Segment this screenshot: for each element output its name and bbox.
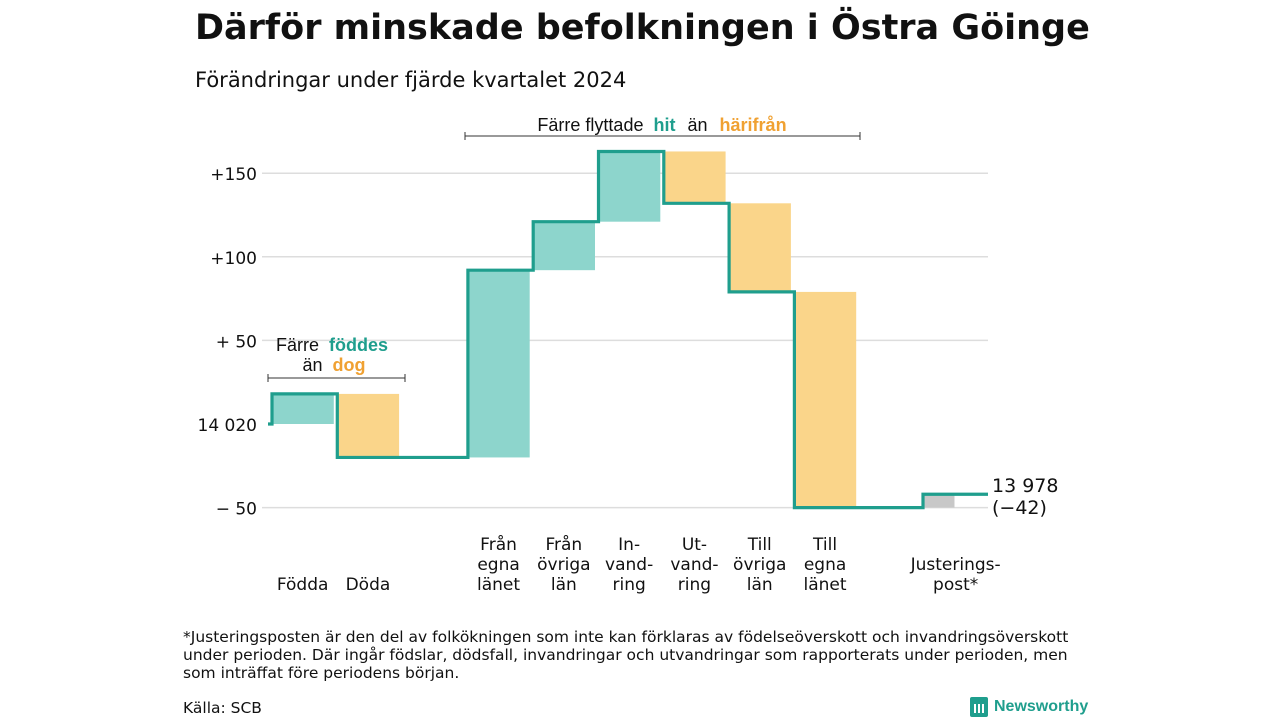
footnote: *Justeringsposten är den del av folkökni…	[183, 628, 1069, 682]
bar-7	[728, 203, 791, 292]
bar-6	[663, 151, 726, 204]
x-tick-label-6-1: vand-	[670, 555, 718, 575]
bars	[271, 151, 955, 508]
x-tick-label-3-0: Från	[480, 534, 517, 555]
newsworthy-logo-icon	[970, 697, 988, 717]
source-label: Källa: SCB	[183, 699, 262, 717]
x-tick-label-10-0: Justerings-	[910, 555, 1001, 575]
bar-4	[532, 221, 595, 271]
x-tick-label-7-2: län	[747, 575, 773, 595]
x-tick-label-5-2: ring	[613, 575, 646, 595]
x-tick-label-4-0: Från	[545, 534, 582, 555]
x-tick-label-6-2: ring	[678, 575, 711, 595]
y-tick-label-2: + 50	[216, 332, 257, 352]
bar-10	[924, 494, 955, 508]
x-tick-label-5-0: In-	[618, 535, 640, 555]
chart-title: Därför minskade befolkningen i Östra Göi…	[195, 8, 1090, 48]
migration-annotation: Färre flyttade hit än härifrån	[464, 115, 861, 140]
brand-name: Newsworthy	[994, 698, 1089, 715]
y-tick-label-4: − 50	[216, 500, 257, 520]
bar-1	[336, 393, 400, 458]
births-line2: än	[302, 355, 322, 375]
migration-prefix: Färre flyttade	[537, 115, 643, 135]
x-tick-label-8-1: egna	[804, 555, 846, 575]
x-tick-label-10-1: post*	[933, 575, 978, 595]
y-tick-label-0: +150	[210, 165, 257, 185]
births-word-dog: dog	[333, 355, 366, 375]
x-tick-label-3-2: länet	[477, 575, 520, 595]
bar-0	[271, 393, 334, 424]
x-tick-label-7-1: övriga	[733, 555, 786, 575]
bar-5	[598, 151, 661, 222]
births-deaths-annotation: Färre föddes än dog	[267, 335, 406, 382]
migration-word-hit: hit	[653, 115, 675, 135]
x-tick-label-0-0: Födda	[277, 575, 329, 595]
migration-annotation-text: Färre flyttade hit än härifrån	[537, 115, 786, 135]
x-tick-label-8-2: länet	[804, 575, 847, 595]
births-word-foddes: föddes	[329, 335, 388, 355]
y-tick-label-3: 14 020	[198, 416, 257, 436]
svg-text:än dog: än dog	[302, 355, 365, 375]
y-tick-label-1: +100	[210, 249, 257, 269]
migration-middle: än	[688, 115, 708, 135]
bar-3	[467, 270, 530, 458]
end-value-label: 13 978	[992, 475, 1058, 497]
births-line1: Färre	[276, 335, 319, 355]
newsworthy-logo: Newsworthy	[970, 697, 1088, 717]
x-tick-label-1-0: Döda	[346, 575, 391, 595]
x-tick-label-6-0: Ut-	[682, 535, 707, 555]
migration-word-harifran: härifrån	[720, 115, 787, 135]
svg-text:Färre föddes: Färre föddes	[276, 335, 388, 355]
step-line	[268, 149, 988, 510]
bar-8	[793, 291, 857, 508]
cumulative-step-line	[268, 149, 988, 510]
x-tick-label-8-0: Till	[812, 535, 837, 555]
x-tick-label-4-1: övriga	[537, 555, 590, 575]
end-labels: 13 978(−42)	[992, 475, 1058, 519]
y-axis-labels: +150 +100 + 50 14 020 − 50	[198, 165, 257, 519]
x-axis-labels: Födda DödaFrånegnalänetFrånövrigalänIn-va…	[277, 534, 1001, 595]
x-tick-label-7-0: Till	[747, 535, 772, 555]
chart-subtitle: Förändringar under fjärde kvartalet 2024	[195, 68, 627, 92]
x-tick-label-4-2: län	[551, 575, 577, 595]
x-tick-label-3-1: egna	[477, 555, 519, 575]
x-tick-label-5-1: vand-	[605, 555, 653, 575]
end-change-label: (−42)	[992, 497, 1047, 519]
